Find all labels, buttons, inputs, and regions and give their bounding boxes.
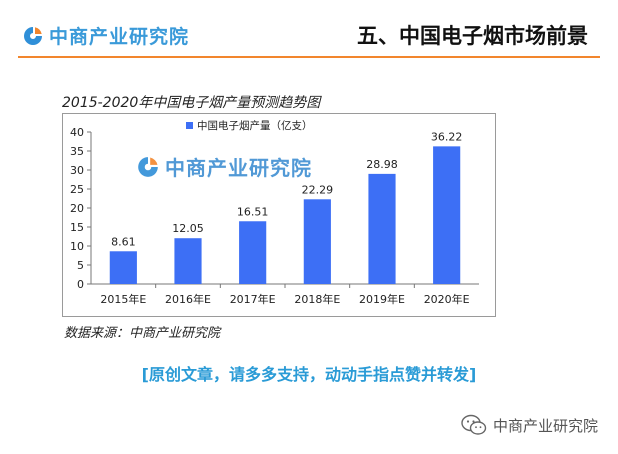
y-tick-label: 20 (70, 202, 84, 215)
chart-frame: 0 5 10 15 20 25 30 35 40 8.61 2015年E 12.05 2016年E 16.… (62, 113, 496, 317)
watermark-logo-icon (138, 156, 158, 177)
section-title: 五、中国电子烟市场前景 (357, 24, 588, 48)
x-tick-label: 2016年E (165, 292, 211, 306)
footer-brand: 中商产业研究院 (461, 414, 598, 436)
bar (433, 146, 461, 284)
y-tick-label: 40 (70, 126, 84, 139)
y-tick-label: 30 (70, 164, 84, 177)
x-tick-label: 2018年E (294, 292, 340, 306)
bar-data-label: 12.05 (172, 222, 204, 235)
x-tick-label: 2020年E (424, 292, 470, 306)
bar-data-label: 16.51 (237, 205, 269, 218)
legend-label: 中国电子烟产量（亿支） (197, 119, 313, 132)
bar (368, 173, 396, 284)
bar (174, 238, 202, 284)
x-tick-label: 2017年E (230, 292, 276, 306)
chart-watermark: 中商产业研究院 (136, 152, 312, 181)
bar-data-label: 36.22 (431, 130, 463, 143)
header-divider (18, 56, 600, 58)
bar-chart: 0 5 10 15 20 25 30 35 40 8.61 2015年E 12.05 2016年E 16.… (70, 119, 479, 306)
repost-notice: [原创文章，请多多支持，动动手指点赞并转发] (141, 365, 477, 384)
y-tick-label: 10 (70, 240, 84, 253)
y-tick-label: 0 (77, 278, 84, 291)
bar (303, 199, 331, 284)
bar-data-label: 22.29 (302, 183, 334, 196)
footer-brand-name: 中商产业研究院 (492, 416, 598, 435)
bar-data-label: 8.61 (111, 235, 136, 248)
chart-title: 2015-2020年中国电子烟产量预测趋势图 (62, 95, 321, 111)
y-tick-label: 25 (70, 183, 84, 196)
brand-logo: 中商产业研究院 (22, 22, 189, 49)
data-source: 数据来源：中商产业研究院 (64, 326, 221, 341)
header: 中商产业研究院 五、中国电子烟市场前景 (0, 0, 618, 62)
y-tick-label: 15 (70, 221, 84, 234)
y-tick-label: 5 (77, 259, 84, 272)
wechat-icon (461, 414, 487, 435)
watermark-brand: 中商产业研究院 (165, 156, 312, 180)
brand-name: 中商产业研究院 (49, 26, 190, 48)
brand-logo-icon (24, 26, 42, 45)
bar (109, 251, 137, 284)
y-tick-label: 35 (70, 145, 84, 158)
bar-data-label: 28.98 (366, 158, 398, 171)
x-tick-label: 2015年E (100, 292, 146, 306)
bar (239, 221, 267, 284)
legend-swatch (186, 122, 193, 129)
x-tick-label: 2019年E (359, 292, 405, 306)
